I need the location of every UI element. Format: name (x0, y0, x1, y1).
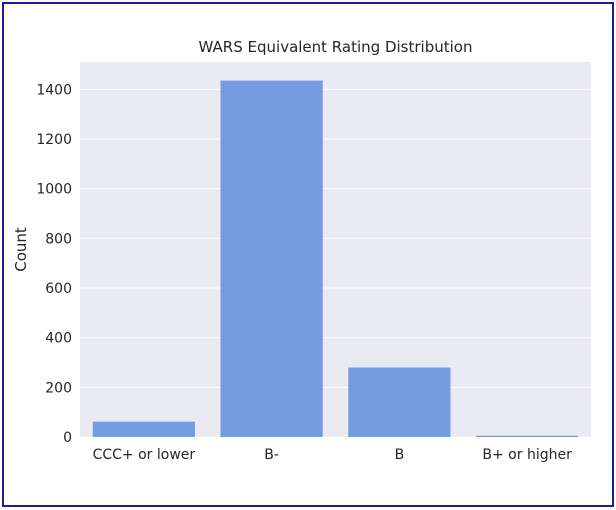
bar (476, 435, 579, 437)
bar (92, 421, 195, 437)
y-tick-label: 800 (45, 231, 72, 247)
bar (348, 367, 451, 437)
x-tick-label: B- (264, 447, 279, 463)
y-tick-labels: 0 200 400 600 800 1000 1200 1400 (36, 82, 72, 446)
x-tick-label: B (395, 447, 405, 463)
y-tick-label: 200 (45, 380, 72, 396)
y-tick-label: 1200 (36, 132, 72, 148)
x-tick-label: B+ or higher (482, 447, 572, 463)
bars (92, 80, 579, 438)
y-axis-label: Count (12, 227, 30, 272)
bar (220, 80, 323, 438)
y-tick-label: 0 (63, 430, 72, 446)
plot-area (80, 62, 591, 437)
bar-chart: 0 200 400 600 800 1000 1200 1400 CCC+ or lower B… (12, 38, 591, 463)
x-tick-labels: CCC+ or lower B- B B+ or higher (93, 447, 572, 463)
y-tick-label: 1400 (36, 82, 72, 98)
chart-title: WARS Equivalent Rating Distribution (199, 38, 473, 56)
y-tick-label: 1000 (36, 182, 72, 198)
grid-lines (80, 88, 591, 438)
y-tick-label: 400 (45, 331, 72, 347)
x-tick-label: CCC+ or lower (93, 447, 196, 463)
y-tick-label: 600 (45, 281, 72, 297)
